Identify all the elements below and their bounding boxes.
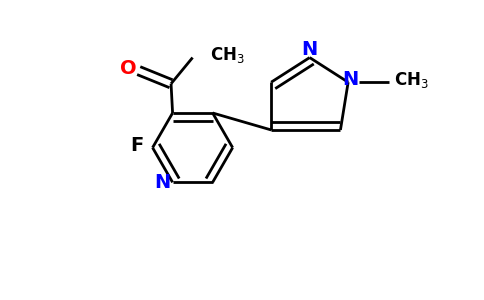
Text: CH$_3$: CH$_3$ <box>210 45 244 65</box>
Text: N: N <box>154 173 171 192</box>
Text: N: N <box>342 70 359 89</box>
Text: O: O <box>120 59 136 78</box>
Text: CH$_3$: CH$_3$ <box>393 70 428 90</box>
Text: N: N <box>302 40 318 59</box>
Text: F: F <box>131 136 144 155</box>
